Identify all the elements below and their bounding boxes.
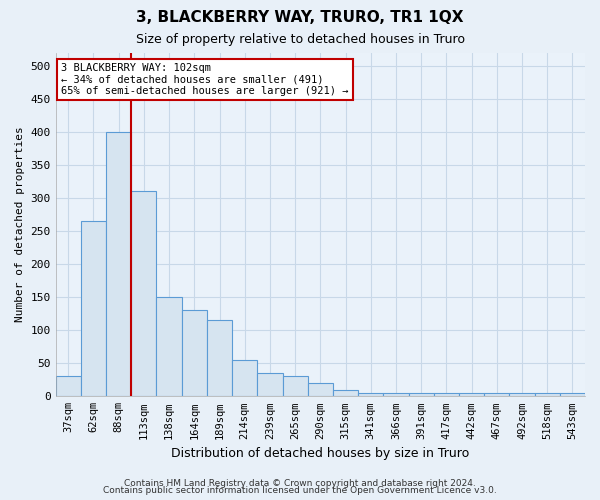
Bar xyxy=(157,297,182,396)
Bar xyxy=(232,360,257,397)
Bar xyxy=(434,393,459,396)
Bar xyxy=(182,310,207,396)
Bar xyxy=(106,132,131,396)
Bar xyxy=(484,393,509,396)
Bar xyxy=(257,373,283,396)
Bar xyxy=(459,393,484,396)
Bar xyxy=(56,376,81,396)
Text: Contains public sector information licensed under the Open Government Licence v3: Contains public sector information licen… xyxy=(103,486,497,495)
Bar xyxy=(509,393,535,396)
Bar xyxy=(333,390,358,396)
Bar xyxy=(131,192,157,396)
Bar xyxy=(560,393,585,396)
Text: Size of property relative to detached houses in Truro: Size of property relative to detached ho… xyxy=(136,32,464,46)
Bar xyxy=(383,393,409,396)
Bar xyxy=(81,221,106,396)
Y-axis label: Number of detached properties: Number of detached properties xyxy=(15,126,25,322)
X-axis label: Distribution of detached houses by size in Truro: Distribution of detached houses by size … xyxy=(171,447,469,460)
Bar xyxy=(308,383,333,396)
Text: Contains HM Land Registry data © Crown copyright and database right 2024.: Contains HM Land Registry data © Crown c… xyxy=(124,478,476,488)
Bar xyxy=(358,393,383,396)
Bar xyxy=(409,393,434,396)
Text: 3 BLACKBERRY WAY: 102sqm
← 34% of detached houses are smaller (491)
65% of semi-: 3 BLACKBERRY WAY: 102sqm ← 34% of detach… xyxy=(61,63,349,96)
Bar xyxy=(535,393,560,396)
Text: 3, BLACKBERRY WAY, TRURO, TR1 1QX: 3, BLACKBERRY WAY, TRURO, TR1 1QX xyxy=(136,10,464,25)
Bar xyxy=(207,320,232,396)
Bar xyxy=(283,376,308,396)
